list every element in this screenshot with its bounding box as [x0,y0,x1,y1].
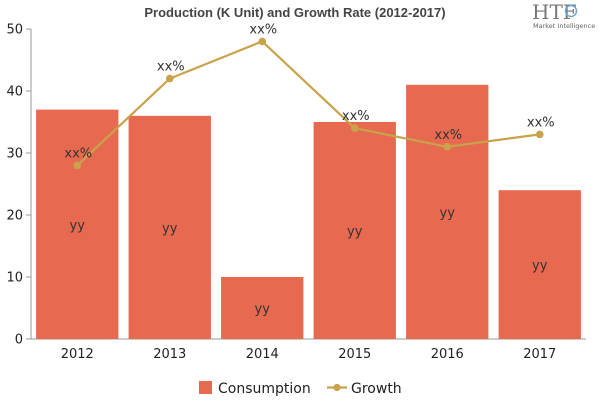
x-tick-label: 2013 [153,347,186,362]
bar [313,122,396,339]
bar [498,190,581,339]
legend-swatch-consumption [199,381,212,394]
y-tick-label: 40 [6,85,23,100]
bar-series [36,84,581,339]
logo: HTF Market Intelligence [532,0,595,30]
line-data-label: xx% [342,109,370,124]
line-point [535,130,544,139]
bar-data-label: yy [255,302,271,317]
legend: Consumption Growth [199,381,402,397]
bar-data-label: yy [70,218,86,233]
bar-data-label: yy [162,221,178,236]
x-tick-label: 2014 [246,347,279,362]
line-point [73,161,82,170]
x-tick-label: 2012 [61,347,94,362]
bar [406,84,489,339]
legend-label-consumption: Consumption [218,381,311,397]
y-tick-label: 50 [6,23,23,38]
legend-label-growth: Growth [351,381,402,397]
line-point [350,124,359,132]
bar-data-label: yy [347,225,363,240]
bar [36,109,119,339]
logo-subtext: Market Intelligence [533,22,595,30]
bar-data-label: yy [532,259,548,274]
line-data-label: xx% [157,60,185,75]
line-data-labels: xx% xx% xx% xx% xx% xx% [64,22,554,161]
y-tick-label: 0 [15,333,23,348]
y-axis: 0 10 20 30 40 50 [6,23,32,348]
globe-icon [564,4,578,18]
x-axis: 2012 2013 2014 2015 2016 2017 [31,338,586,362]
bar [221,277,304,339]
y-tick-label: 30 [6,147,23,162]
line-data-label: xx% [64,146,92,161]
chart-title: Production (K Unit) and Growth Rate (201… [144,5,445,20]
legend-swatch-growth-marker [333,383,341,392]
x-tick-label: 2016 [431,347,464,362]
line-series [73,37,544,170]
y-tick-label: 20 [6,209,23,224]
bar-data-label: yy [440,206,456,221]
x-tick-label: 2017 [523,347,556,362]
x-tick-label: 2015 [338,347,371,362]
line-point [258,37,267,46]
line-point [443,143,452,151]
bar [128,115,211,339]
bar-data-labels: yy yy yy yy yy yy [70,206,548,317]
growth-line [76,40,540,167]
line-data-label: xx% [434,128,462,143]
logo-text: HTF [532,0,577,24]
line-data-label: xx% [249,22,277,37]
y-tick-label: 10 [6,271,23,286]
line-data-label: xx% [527,115,555,130]
line-point [165,74,174,83]
